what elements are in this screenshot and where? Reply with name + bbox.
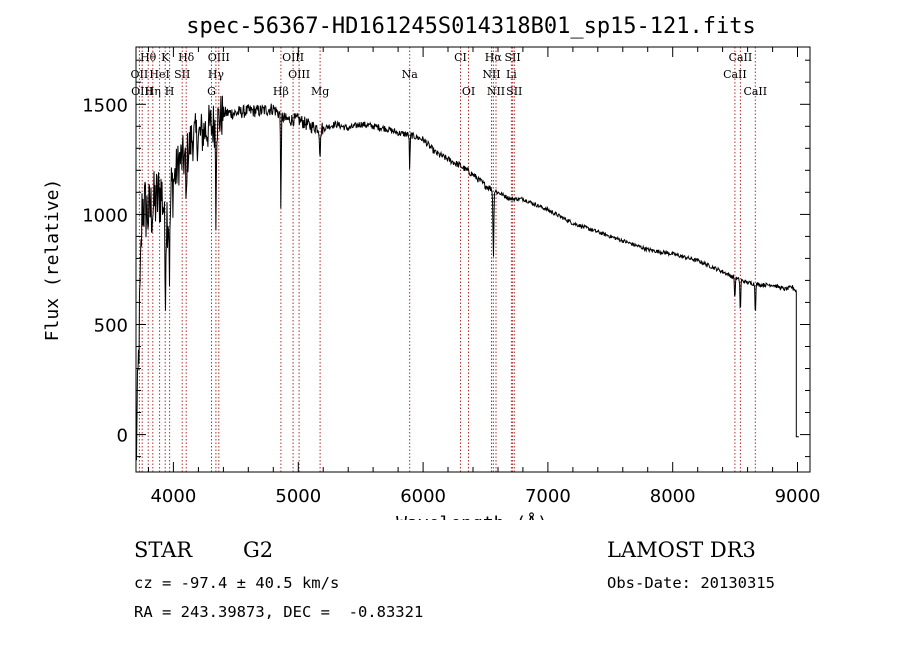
- y-tick-label: 500: [94, 316, 128, 337]
- survey-name: LAMOST DR3: [607, 538, 756, 562]
- spectral-line-label: Hθ: [140, 51, 157, 64]
- spectral-line-label: CI: [454, 51, 467, 64]
- spectral-line-label: Hα: [485, 51, 503, 64]
- x-tick-label: 4000: [150, 486, 196, 507]
- spectral-line-label: Hβ: [273, 85, 289, 98]
- spectral-line-label: NII: [487, 85, 505, 98]
- spectral-line-label: CaII: [743, 85, 767, 98]
- spectral-line-label: K: [161, 51, 170, 64]
- spectral-line-label: Li: [506, 68, 517, 81]
- spectral-line-label: OIII: [131, 85, 153, 98]
- x-tick-label: 7000: [525, 486, 571, 507]
- object-subclass: G2: [243, 538, 274, 562]
- spectrum-line: [135, 95, 799, 461]
- spectral-line-label: NII: [482, 68, 500, 81]
- x-axis-label: Wavelength (Å): [396, 512, 548, 520]
- spectral-line-label: CaII: [723, 68, 747, 81]
- x-tick-label: 6000: [400, 486, 446, 507]
- spectral-line-label: G: [207, 85, 216, 98]
- spectral-line-label: OIII: [208, 51, 230, 64]
- y-tick-label: 1500: [82, 95, 128, 116]
- redshift-text: cz = -97.4 ± 40.5 km/s: [134, 574, 340, 592]
- y-tick-label: 1000: [82, 205, 128, 226]
- object-class: STAR: [134, 538, 193, 562]
- spectral-line-label: SII: [506, 85, 522, 98]
- y-axis-ticks: 0 500 1000 1500: [82, 59, 810, 458]
- observation-date: Obs-Date: 20130315: [607, 574, 775, 592]
- spectrum-chart: spec-56367-HD161245S014318B01_sp15-121.f…: [42, 14, 821, 520]
- spectral-line-label: OIII: [282, 51, 304, 64]
- y-tick-label: 0: [117, 426, 128, 447]
- spectral-line-label: Hδ: [178, 51, 195, 64]
- spectral-line-label: Hη: [145, 85, 161, 98]
- x-tick-label: 9000: [775, 486, 821, 507]
- spectral-line-label: Hγ: [208, 68, 225, 81]
- x-tick-label: 8000: [650, 486, 696, 507]
- spectral-line-label: Mg: [311, 85, 329, 98]
- spectral-line-label: SII: [504, 51, 520, 64]
- spectral-line-label: Na: [402, 68, 419, 81]
- chart-title: spec-56367-HD161245S014318B01_sp15-121.f…: [186, 14, 756, 39]
- spectral-line-markers: [138, 47, 756, 472]
- spectral-line-label: OI: [462, 85, 475, 98]
- x-axis-ticks: 4000 5000 6000 7000 8000 9000: [148, 47, 821, 507]
- spectral-line-label: CaII: [729, 51, 753, 64]
- plot-frame: [135, 46, 811, 473]
- x-tick-label: 5000: [275, 486, 321, 507]
- spectral-line-label: OII: [131, 68, 149, 81]
- y-axis-label: Flux (relative): [42, 179, 63, 342]
- spectral-line-label: OIII: [288, 68, 310, 81]
- spectral-line-label: HeI: [149, 68, 169, 81]
- coordinates-text: RA = 243.39873, DEC = -0.83321: [134, 603, 424, 621]
- spectral-line-label: H: [165, 85, 175, 98]
- spectral-line-label: SII: [174, 68, 190, 81]
